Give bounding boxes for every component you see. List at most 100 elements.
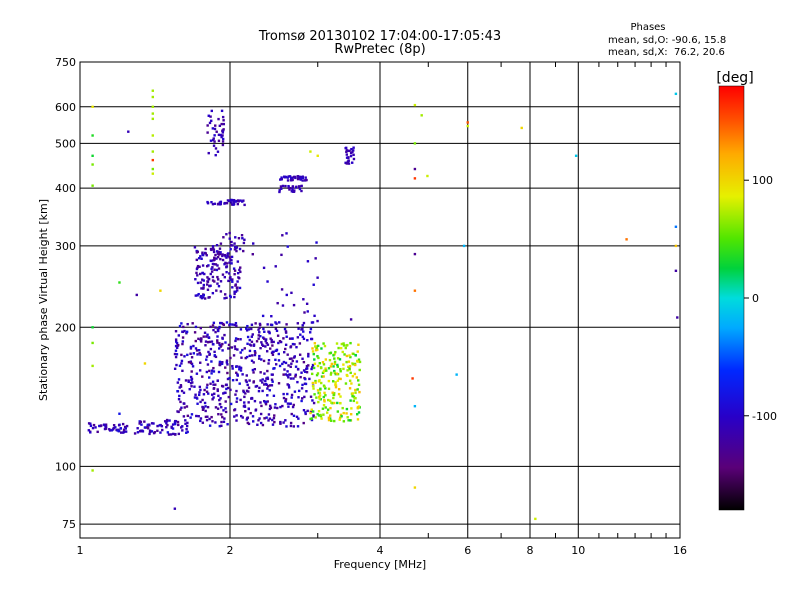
echo-point-E-F1-mass bbox=[233, 408, 236, 412]
echo-point-green-yellow bbox=[316, 354, 319, 358]
echo-point-E-F1-mass bbox=[206, 333, 209, 336]
echo-point-green-yellow bbox=[311, 410, 315, 413]
echo-point bbox=[426, 174, 429, 178]
echo-point-F-layer-250 bbox=[223, 275, 226, 279]
echo-point bbox=[91, 184, 94, 187]
echo-point-F-layer-250 bbox=[205, 283, 209, 286]
echo-point-E-F1-mass bbox=[268, 417, 272, 420]
y-tick-label: 300 bbox=[55, 240, 76, 253]
echo-point-E-F1-mass bbox=[202, 335, 205, 338]
echo-point-spread-mid bbox=[276, 301, 279, 305]
echo-point-E-F1-mass bbox=[281, 362, 284, 366]
echo-point-E-F1-mass bbox=[246, 383, 249, 387]
echo-point-low-trace2 bbox=[163, 420, 167, 423]
echo-point-E-F1-mass bbox=[308, 377, 311, 381]
echo-point-green-yellow bbox=[327, 416, 331, 419]
echo-point-spread-280 bbox=[229, 244, 232, 247]
echo-point-green-yellow bbox=[346, 374, 349, 378]
y-tick-label: 750 bbox=[55, 56, 76, 69]
echo-point-E-F1-mass bbox=[218, 403, 222, 406]
echo-point-low-trace2 bbox=[165, 422, 168, 425]
echo-point-green-yellow bbox=[342, 344, 346, 347]
echo-point-high-500 bbox=[221, 134, 224, 137]
echo-point-E-F1-mass bbox=[288, 337, 292, 340]
echo-point-spread-280 bbox=[228, 237, 231, 240]
echo-point-E-F1-mass bbox=[230, 346, 234, 349]
colorbar-ticks: 100 0 -100 bbox=[744, 174, 777, 423]
echo-point-E-F1-mass bbox=[220, 362, 224, 366]
echo-point-high-500 bbox=[213, 140, 216, 143]
echo-point-E-F1-mass bbox=[216, 328, 220, 331]
echo-point-green-yellow bbox=[352, 399, 356, 403]
echo-point-high-500 bbox=[220, 109, 224, 113]
echo-point-spread-mid bbox=[251, 253, 254, 256]
echo-point-E-F1-mass bbox=[250, 359, 254, 362]
echo-point-E-F1-mass bbox=[232, 354, 236, 357]
echo-point-E-F1-mass bbox=[222, 392, 225, 395]
echo-point-green-yellow bbox=[310, 408, 313, 411]
echo-point-upper-455 bbox=[347, 159, 350, 162]
echo-point-green-yellow bbox=[324, 367, 327, 370]
echo-point-trace-420 bbox=[299, 178, 303, 181]
echo-point-E-F1-mass bbox=[274, 358, 277, 362]
echo-point-low-trace2 bbox=[171, 423, 175, 426]
echo-point-E-F1-mass bbox=[263, 330, 266, 333]
echo-point-F-layer-250 bbox=[200, 296, 204, 300]
echo-point-green-yellow bbox=[322, 375, 325, 378]
echo-point-green-yellow bbox=[316, 389, 320, 392]
echo-point-E-F1-mass bbox=[283, 368, 286, 371]
echo-point-green-yellow bbox=[354, 388, 357, 392]
echo-point-green-yellow bbox=[351, 394, 354, 398]
echo-point-E-F1-mass bbox=[179, 384, 183, 387]
echo-point-E-F1-mass bbox=[258, 326, 261, 330]
echo-point bbox=[574, 154, 578, 158]
echo-point bbox=[159, 289, 162, 292]
echo-point-E-F1-mass bbox=[216, 389, 219, 393]
echo-point-high-500 bbox=[213, 134, 216, 137]
echo-point-high-500 bbox=[206, 131, 209, 134]
echo-point-green-yellow bbox=[358, 368, 361, 372]
echo-point-green-yellow bbox=[321, 371, 325, 375]
echo-point-E-F1-mass bbox=[193, 385, 196, 388]
echo-point-green-yellow bbox=[319, 366, 323, 370]
echo-point-E-F1-mass bbox=[225, 359, 229, 362]
echo-point-E-F1-mass bbox=[226, 423, 229, 426]
echo-point-green-yellow bbox=[320, 417, 323, 420]
echo-point-trace-380 bbox=[232, 200, 236, 203]
echo-point-F-layer-250 bbox=[233, 295, 236, 299]
echo-point-trace-380 bbox=[236, 202, 240, 206]
echo-point-E-F1-mass bbox=[264, 382, 268, 386]
echo-point-high-500 bbox=[217, 133, 221, 137]
echo-point-green-yellow bbox=[339, 346, 343, 350]
echo-point-F-layer-250 bbox=[233, 273, 236, 276]
echo-point bbox=[413, 142, 417, 145]
echo-point-green-yellow bbox=[311, 384, 315, 388]
echo-point-E-F1-mass bbox=[264, 379, 267, 383]
echo-point-E-F1-mass bbox=[218, 343, 221, 347]
echo-point-green-yellow bbox=[332, 354, 335, 357]
echo-point-F-layer-250 bbox=[219, 290, 223, 293]
echo-point-E-F1-mass bbox=[183, 402, 186, 405]
echo-point-upper-455 bbox=[352, 149, 355, 152]
echo-point-E-F1-mass bbox=[199, 361, 202, 364]
echo-point-green-yellow bbox=[339, 370, 342, 373]
echo-point-low-trace2 bbox=[133, 432, 137, 435]
echo-point-E-F1-mass bbox=[216, 388, 219, 391]
echo-point-spread-mid bbox=[314, 257, 317, 260]
echo-point-green-yellow bbox=[333, 362, 336, 366]
echo-point-E-F1-mass bbox=[225, 321, 229, 324]
echo-point-E-F1-mass bbox=[300, 371, 303, 374]
echo-point-E-F1-mass bbox=[201, 398, 204, 402]
echo-point-green-yellow bbox=[341, 406, 344, 410]
echo-point-E-F1-mass bbox=[245, 374, 248, 377]
echo-point-E-F1-mass bbox=[239, 351, 242, 354]
echo-point-green-yellow bbox=[336, 357, 340, 360]
echo-point-low-trace2 bbox=[174, 433, 177, 436]
echo-point bbox=[151, 89, 155, 92]
echo-point-E-F1-mass bbox=[218, 398, 221, 402]
echo-point-E-F1-mass bbox=[266, 384, 270, 388]
echo-point-F-layer-250 bbox=[196, 264, 200, 268]
echo-point-F-layer-250 bbox=[224, 293, 227, 296]
echo-point-upper-455 bbox=[351, 150, 354, 154]
echo-point-low-trace bbox=[117, 424, 121, 427]
